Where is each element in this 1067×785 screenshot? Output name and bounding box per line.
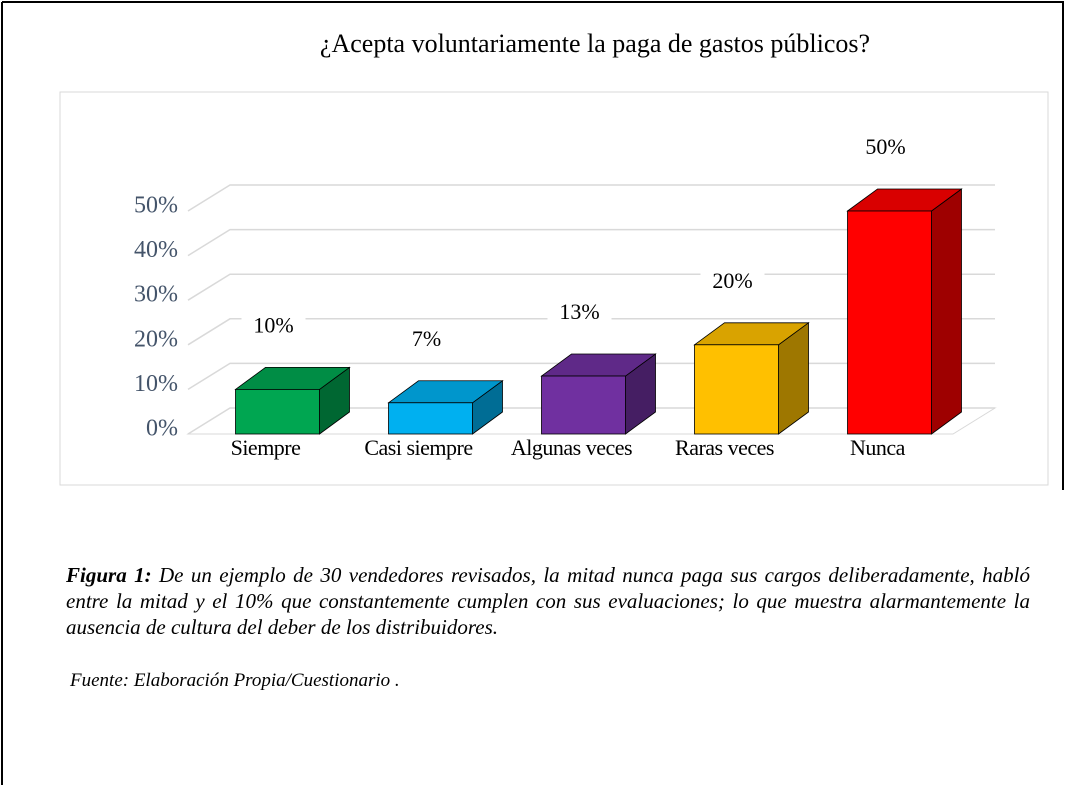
bar	[694, 344, 779, 435]
y-tick-label: 40%	[134, 237, 178, 263]
value-label: 7%	[412, 326, 441, 351]
caption: Figura 1: De un ejemplo de 30 vendedores…	[66, 562, 1030, 640]
chart-title: ¿Acepta voluntariamente la paga de gasto…	[320, 29, 870, 58]
y-tick-label: 0%	[146, 416, 178, 442]
x-tick-label: Siempre	[231, 435, 301, 460]
x-tick-label: Casi siempre	[364, 435, 472, 460]
grid-line	[187, 228, 995, 257]
value-label-bg	[853, 133, 918, 165]
value-label-bg	[700, 266, 765, 299]
caption-label: Figura 1:	[66, 563, 152, 587]
value-label: 50%	[865, 134, 905, 159]
value-label-bg	[394, 324, 459, 357]
y-tick-label: 20%	[134, 326, 178, 352]
grid-line	[187, 318, 995, 346]
value-label-bg	[547, 298, 612, 331]
x-tick-label: Raras veces	[675, 435, 774, 460]
value-label: 10%	[253, 312, 293, 337]
x-tick-label: Nunca	[850, 435, 906, 460]
caption-text: De un ejemplo de 30 vendedores revisados…	[66, 563, 1031, 639]
bar-side	[931, 188, 962, 435]
value-label: 20%	[712, 268, 752, 293]
grid-line	[187, 184, 995, 212]
bar	[388, 402, 473, 435]
bar	[847, 210, 932, 435]
value-label-bg	[241, 311, 306, 344]
bar	[541, 375, 626, 435]
source: Fuente: Elaboración Propia/Cuestionario …	[70, 670, 400, 691]
value-label: 13%	[559, 299, 599, 324]
y-tick-label: 10%	[134, 371, 178, 397]
y-tick-label: 50%	[134, 193, 178, 219]
y-tick-label: 30%	[134, 282, 178, 308]
chart-area	[59, 91, 1049, 486]
x-tick-label: Algunas veces	[511, 435, 632, 460]
bar	[235, 388, 320, 435]
